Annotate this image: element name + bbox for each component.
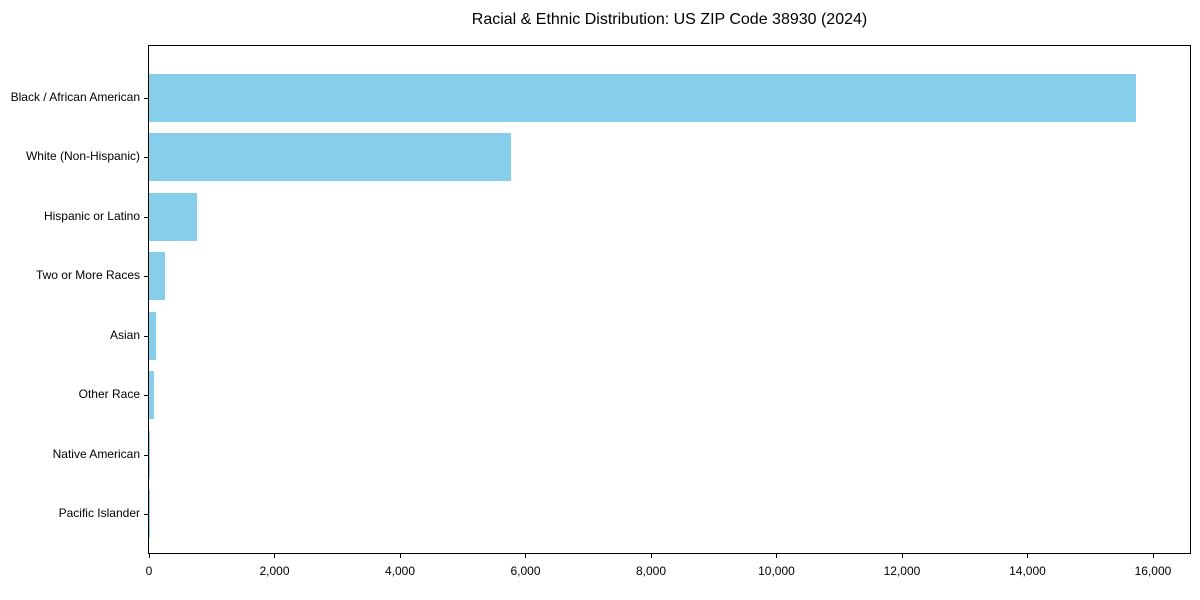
y-tick-label-native-american: Native American [52, 446, 140, 461]
bar-black-african-american [149, 73, 1137, 122]
x-tick-10000 [776, 554, 778, 558]
y-tick-hispanic-or-latino [144, 216, 148, 218]
x-tick-label-8000: 8,000 [635, 564, 666, 578]
x-tick-0 [149, 554, 150, 558]
bar-white-non-hispanic [149, 133, 512, 182]
x-tick-6000 [525, 554, 527, 558]
x-tick-label-10000: 10,000 [758, 564, 795, 578]
bar-other-race [149, 371, 155, 420]
x-tick-label-16000: 16,000 [1134, 564, 1172, 578]
x-tick-14000 [1027, 554, 1029, 558]
y-tick-other-race [144, 395, 148, 397]
x-tick-12000 [901, 554, 903, 558]
bar-asian [149, 311, 157, 360]
y-tick-label-other-race: Other Race [78, 387, 140, 402]
y-tick-label-black-african-american: Black / African American [10, 89, 140, 104]
bar-native-american [149, 430, 150, 479]
x-tick-2000 [274, 554, 276, 558]
y-tick-black-african-american [144, 97, 148, 99]
x-tick-label-6000: 6,000 [510, 564, 541, 578]
y-tick-label-asian: Asian [109, 327, 140, 342]
chart-title: Racial & Ethnic Distribution: US ZIP Cod… [471, 11, 868, 28]
x-tick-16000 [1152, 554, 1154, 558]
bar-hispanic-or-latino [149, 192, 197, 241]
bar-pacific-islander [149, 490, 150, 539]
y-tick-label-hispanic-or-latino: Hispanic or Latino [43, 208, 140, 223]
x-tick-8000 [650, 554, 652, 558]
y-tick-label-two-or-more-races: Two or More Races [35, 268, 140, 283]
x-tick-label-12000: 12,000 [883, 564, 921, 578]
x-tick-label-2000: 2,000 [259, 564, 290, 578]
y-tick-label-pacific-islander: Pacific Islander [58, 506, 140, 521]
bar-two-or-more-races [149, 252, 165, 301]
y-tick-pacific-islander [144, 514, 148, 516]
x-tick-label-14000: 14,000 [1009, 564, 1046, 578]
y-tick-native-american [144, 454, 148, 456]
x-tick-label-0: 0 [145, 564, 153, 578]
y-tick-two-or-more-races [144, 276, 148, 278]
plot-area [148, 45, 1191, 554]
x-tick-4000 [399, 554, 401, 558]
y-tick-white-non-hispanic [144, 157, 148, 159]
y-tick-label-white-non-hispanic: White (Non-Hispanic) [25, 149, 140, 164]
y-tick-asian [144, 335, 148, 337]
x-tick-label-4000: 4,000 [384, 564, 415, 578]
